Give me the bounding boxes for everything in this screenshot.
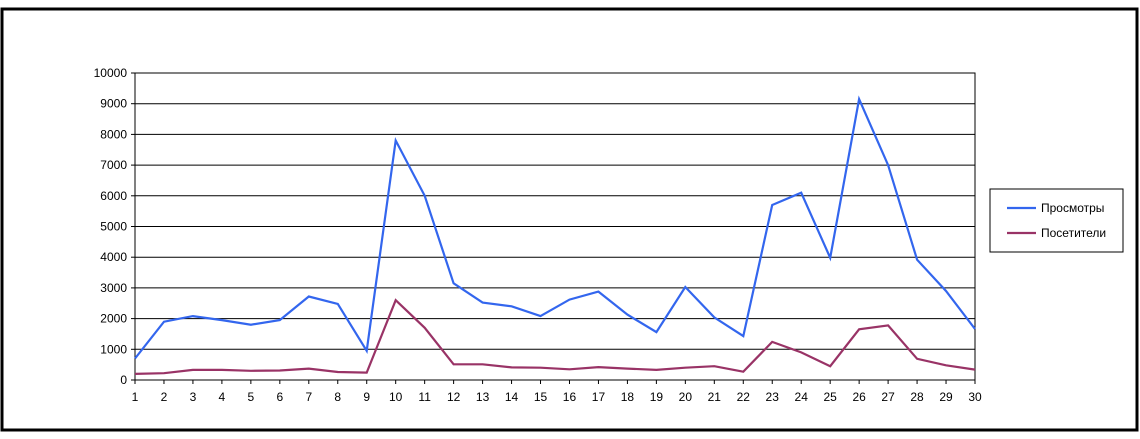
y-tick-label: 4000 bbox=[100, 250, 127, 264]
x-tick-label: 9 bbox=[363, 390, 370, 404]
x-tick-label: 3 bbox=[190, 390, 197, 404]
x-tick-label: 16 bbox=[563, 390, 577, 404]
x-tick-label: 13 bbox=[476, 390, 490, 404]
x-tick-label: 18 bbox=[621, 390, 635, 404]
x-tick-label: 1 bbox=[132, 390, 139, 404]
series-line-1 bbox=[134, 298, 976, 375]
x-tick-label: 21 bbox=[708, 390, 722, 404]
x-tick-label: 12 bbox=[447, 390, 461, 404]
x-tick-label: 22 bbox=[737, 390, 751, 404]
series-line-0 bbox=[134, 95, 976, 360]
legend-label-0: Просмотры bbox=[1041, 201, 1104, 215]
y-tick-label: 1000 bbox=[100, 342, 127, 356]
x-tick-label: 7 bbox=[305, 390, 312, 404]
x-tick-label: 17 bbox=[592, 390, 606, 404]
y-tick-label: 6000 bbox=[100, 189, 127, 203]
x-tick-label: 24 bbox=[795, 390, 809, 404]
legend-box bbox=[989, 188, 1124, 253]
y-tick-label: 10000 bbox=[94, 66, 128, 80]
x-tick-label: 30 bbox=[968, 390, 982, 404]
x-tick-label: 15 bbox=[534, 390, 548, 404]
x-tick-label: 6 bbox=[276, 390, 283, 404]
series-lines bbox=[134, 95, 976, 375]
x-tick-label: 19 bbox=[650, 390, 664, 404]
y-tick-label: 0 bbox=[120, 373, 127, 387]
x-tick-label: 2 bbox=[161, 390, 168, 404]
x-tick-label: 26 bbox=[852, 390, 866, 404]
y-tick-label: 7000 bbox=[100, 158, 127, 172]
legend: Просмотры Посетители bbox=[989, 188, 1124, 253]
y-tick-label: 3000 bbox=[100, 281, 127, 295]
y-tick-label: 5000 bbox=[100, 220, 127, 234]
y-axis-ticks: 0 1000 2000 3000 4000 5000 6000 7000 8000 9000 100… bbox=[94, 66, 135, 387]
y-tick-label: 8000 bbox=[100, 127, 127, 141]
x-tick-label: 23 bbox=[766, 390, 780, 404]
x-tick-label: 14 bbox=[505, 390, 519, 404]
x-tick-label: 5 bbox=[248, 390, 255, 404]
x-tick-label: 8 bbox=[334, 390, 341, 404]
x-tick-label: 11 bbox=[418, 390, 431, 404]
x-tick-label: 25 bbox=[823, 390, 837, 404]
x-tick-label: 4 bbox=[219, 390, 226, 404]
x-tick-label: 27 bbox=[881, 390, 895, 404]
x-tick-label: 28 bbox=[910, 390, 924, 404]
x-axis-ticks: 1 2 3 4 5 6 7 8 9 10 11 12 13 14 15 16 17 18 19 20 21 22 23 24 2… bbox=[132, 380, 982, 404]
x-tick-label: 29 bbox=[939, 390, 953, 404]
y-tick-label: 9000 bbox=[100, 97, 127, 111]
legend-label-1: Посетители bbox=[1041, 226, 1106, 240]
x-tick-label: 20 bbox=[679, 390, 693, 404]
y-tick-label: 2000 bbox=[100, 312, 127, 326]
x-tick-label: 10 bbox=[389, 390, 403, 404]
